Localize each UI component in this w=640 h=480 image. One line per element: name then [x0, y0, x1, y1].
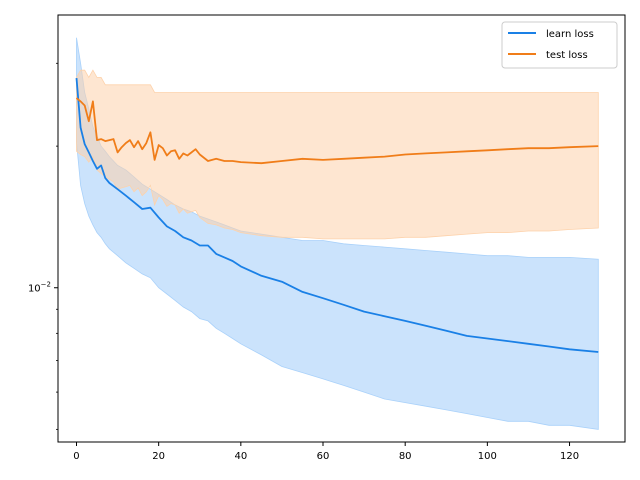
x-tick-label: 120: [560, 451, 579, 462]
test-loss-band: [76, 69, 599, 240]
x-tick-label: 100: [478, 451, 497, 462]
x-axis-ticks: 0 20 40 60 80 100 120: [73, 442, 579, 462]
learn-loss-line: [75, 78, 599, 353]
y-tick-label: 10−2: [28, 281, 51, 295]
test-loss-line: [75, 97, 599, 165]
x-tick-label: 40: [234, 451, 247, 462]
confidence-bands: [76, 37, 599, 430]
legend: learn loss test loss: [501, 21, 618, 69]
series-lines: [75, 78, 599, 353]
legend-label-learn-loss: learn loss: [546, 29, 594, 40]
x-tick-label: 80: [399, 451, 412, 462]
y-axis-ticks: 10−2: [28, 62, 58, 430]
axes-frame: [57, 14, 626, 443]
x-tick-label: 0: [73, 451, 79, 462]
x-tick-label: 20: [152, 451, 165, 462]
legend-label-test-loss: test loss: [546, 50, 588, 61]
x-tick-label: 60: [317, 451, 330, 462]
